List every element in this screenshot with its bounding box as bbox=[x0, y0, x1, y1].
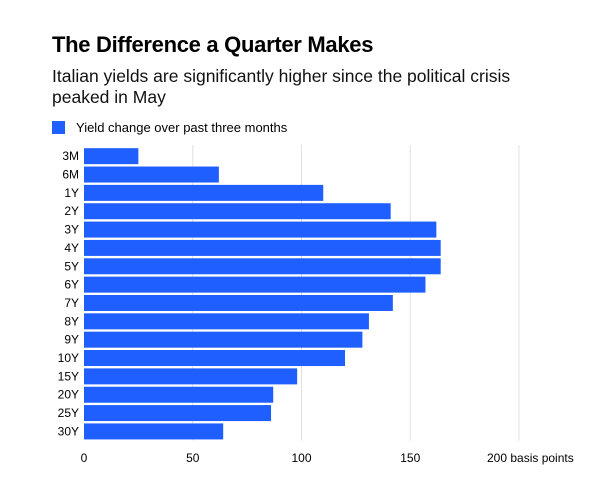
legend: Yield change over past three months bbox=[52, 120, 287, 135]
bar bbox=[84, 405, 272, 422]
x-tick-label: 0 bbox=[81, 451, 88, 465]
chart-title: The Difference a Quarter Makes bbox=[52, 32, 374, 57]
bar bbox=[84, 350, 345, 367]
bar bbox=[84, 166, 219, 183]
category-label: 6Y bbox=[64, 278, 79, 292]
x-tick-label: 150 bbox=[400, 451, 420, 465]
bar bbox=[84, 148, 139, 165]
category-label: 25Y bbox=[58, 406, 79, 420]
category-label: 5Y bbox=[64, 259, 79, 273]
bar bbox=[84, 331, 363, 348]
bar bbox=[84, 184, 324, 201]
x-tick-label: 100 bbox=[291, 451, 311, 465]
category-label: 8Y bbox=[64, 314, 79, 328]
category-label: 15Y bbox=[58, 369, 79, 383]
bar bbox=[84, 313, 369, 330]
chart-subtitle: Italian yields are significantly higher … bbox=[52, 66, 511, 107]
category-label: 3Y bbox=[64, 223, 79, 237]
bar bbox=[84, 276, 426, 293]
category-label: 9Y bbox=[64, 333, 79, 347]
bar bbox=[84, 258, 441, 275]
x-tick-label: 50 bbox=[186, 451, 200, 465]
category-label: 3M bbox=[62, 149, 79, 163]
category-label: 10Y bbox=[58, 351, 79, 365]
bar bbox=[84, 368, 298, 385]
bar bbox=[84, 239, 441, 256]
category-label: 1Y bbox=[64, 186, 79, 200]
category-label: 20Y bbox=[58, 388, 79, 402]
bar bbox=[84, 221, 437, 238]
bar bbox=[84, 386, 274, 403]
category-label: 7Y bbox=[64, 296, 79, 310]
x-tick-label: 200 basis points bbox=[487, 451, 574, 465]
category-label: 2Y bbox=[64, 204, 79, 218]
category-label: 4Y bbox=[64, 241, 79, 255]
legend-label: Yield change over past three months bbox=[76, 120, 288, 135]
category-label: 6M bbox=[62, 168, 79, 182]
legend-swatch bbox=[52, 121, 65, 134]
category-label: 30Y bbox=[58, 424, 79, 438]
bar bbox=[84, 203, 391, 220]
bar bbox=[84, 294, 393, 311]
bar bbox=[84, 423, 224, 440]
